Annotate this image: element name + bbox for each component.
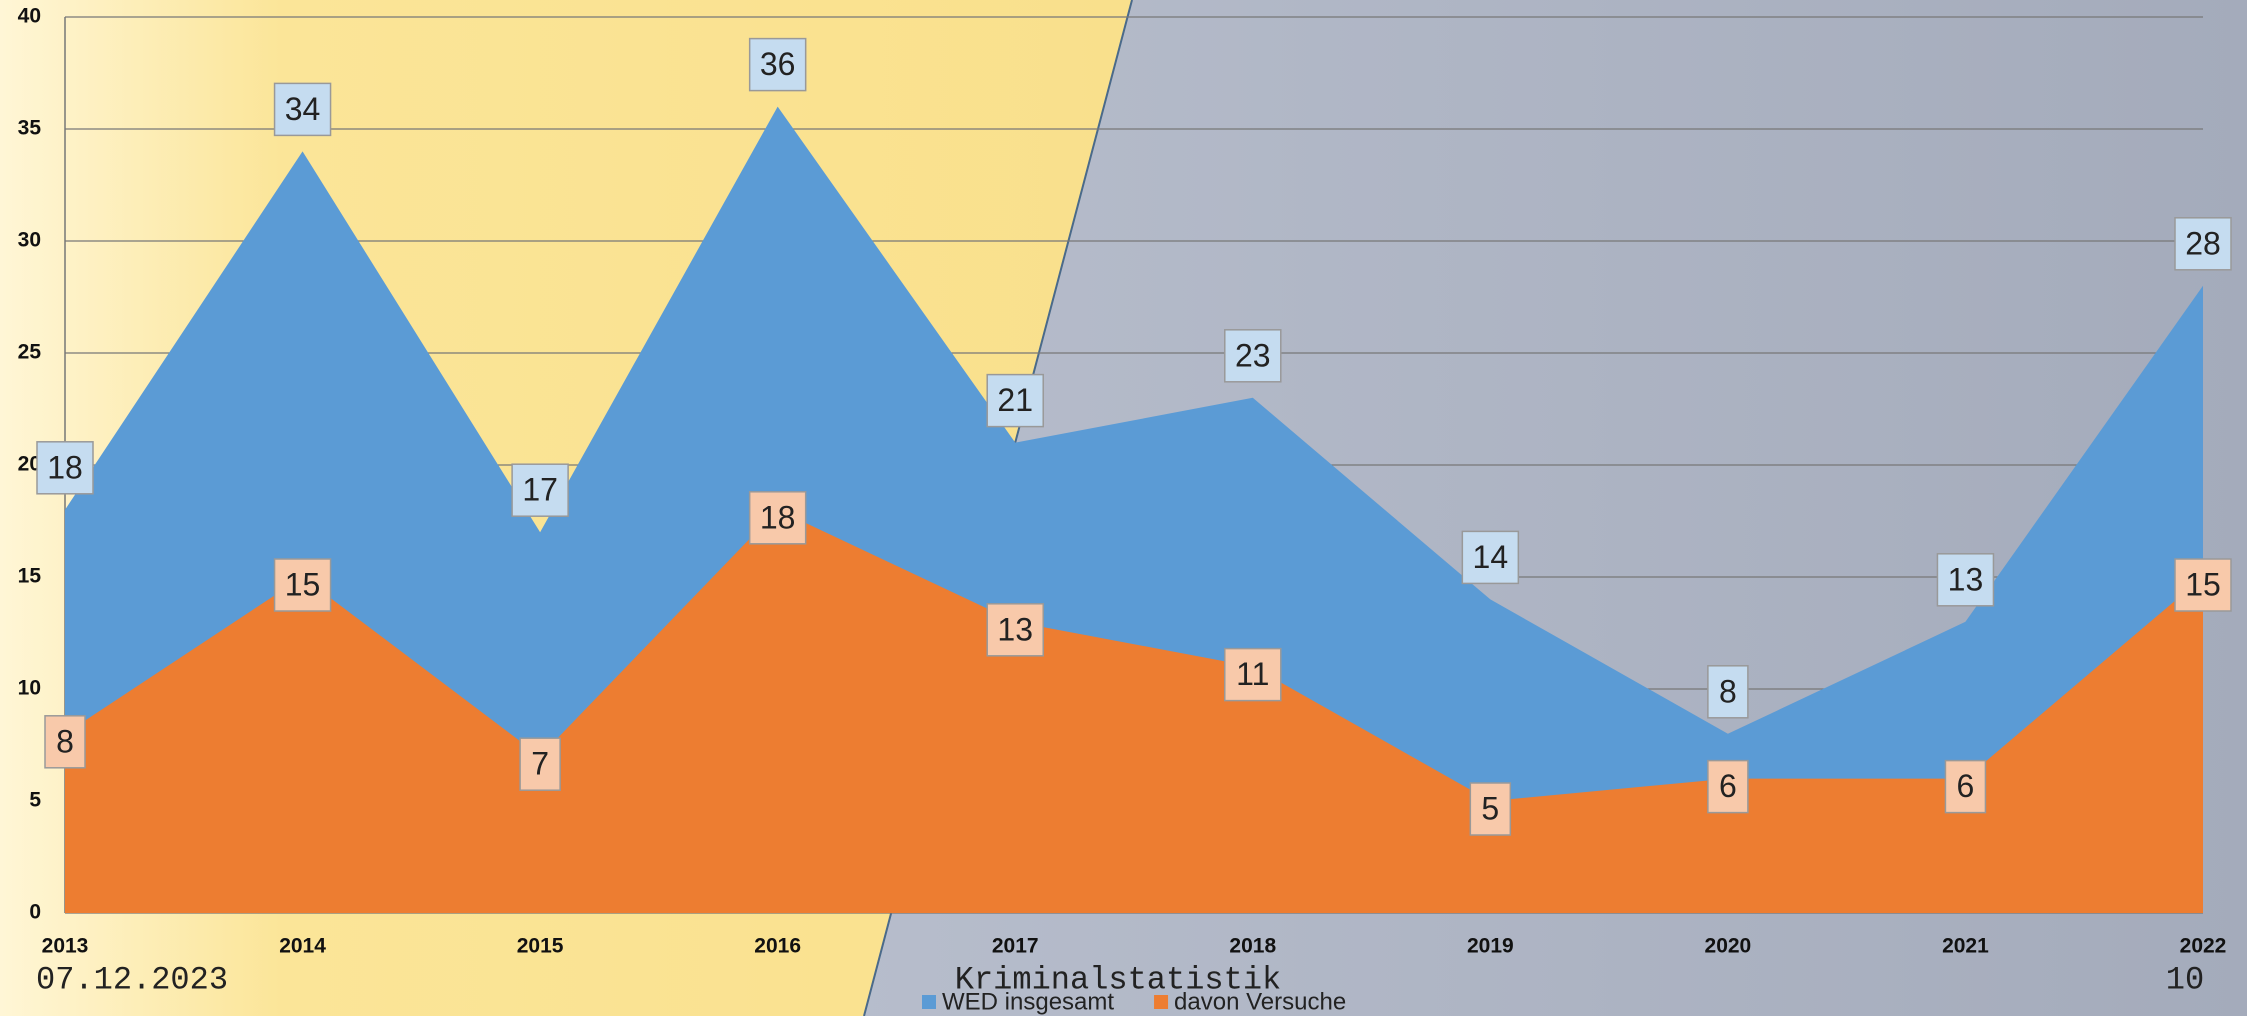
- legend-label: davon Versuche: [1174, 988, 1346, 1015]
- slide: 07.12.2023 Kriminalstatistik 10 05101520…: [0, 0, 2247, 1016]
- y-tick-label: 30: [18, 229, 41, 252]
- data-label: 36: [760, 46, 796, 82]
- x-tick-label: 2013: [42, 935, 89, 958]
- x-tick-label: 2020: [1705, 935, 1752, 958]
- data-label: 7: [531, 746, 549, 782]
- data-label: 13: [997, 611, 1033, 647]
- data-label: 8: [56, 723, 74, 759]
- y-tick-label: 5: [29, 789, 41, 812]
- data-label: 15: [285, 566, 321, 602]
- x-tick-label: 2016: [754, 935, 801, 958]
- data-label: 8: [1719, 673, 1737, 709]
- y-tick-label: 40: [18, 5, 41, 28]
- data-label: 28: [2185, 225, 2221, 261]
- data-label: 18: [760, 499, 796, 535]
- data-label: 15: [2185, 566, 2221, 602]
- y-tick-label: 10: [18, 677, 41, 700]
- x-tick-label: 2022: [2180, 935, 2227, 958]
- x-tick-label: 2014: [279, 935, 326, 958]
- y-tick-label: 35: [18, 117, 42, 140]
- footer-date: 07.12.2023: [36, 961, 228, 998]
- x-tick-label: 2019: [1467, 935, 1514, 958]
- data-label: 18: [47, 449, 83, 485]
- data-label: 14: [1473, 539, 1509, 575]
- legend-swatch: [1154, 995, 1168, 1009]
- y-tick-label: 15: [18, 565, 42, 588]
- data-label: 17: [522, 472, 558, 508]
- data-label: 21: [997, 382, 1033, 418]
- legend-swatch: [922, 995, 936, 1009]
- x-tick-label: 2015: [517, 935, 564, 958]
- footer-page: 10: [2166, 961, 2204, 998]
- data-label: 6: [1719, 768, 1737, 804]
- data-label: 34: [285, 91, 321, 127]
- legend-label: WED insgesamt: [942, 988, 1114, 1015]
- x-tick-label: 2021: [1942, 935, 1989, 958]
- y-tick-label: 25: [18, 341, 42, 364]
- x-tick-label: 2018: [1229, 935, 1276, 958]
- x-tick-label: 2017: [992, 935, 1039, 958]
- data-label: 11: [1236, 656, 1269, 692]
- data-label: 5: [1481, 790, 1499, 826]
- y-tick-label: 0: [29, 901, 41, 924]
- data-label: 13: [1948, 561, 1984, 597]
- data-label: 6: [1957, 768, 1975, 804]
- data-label: 23: [1235, 337, 1271, 373]
